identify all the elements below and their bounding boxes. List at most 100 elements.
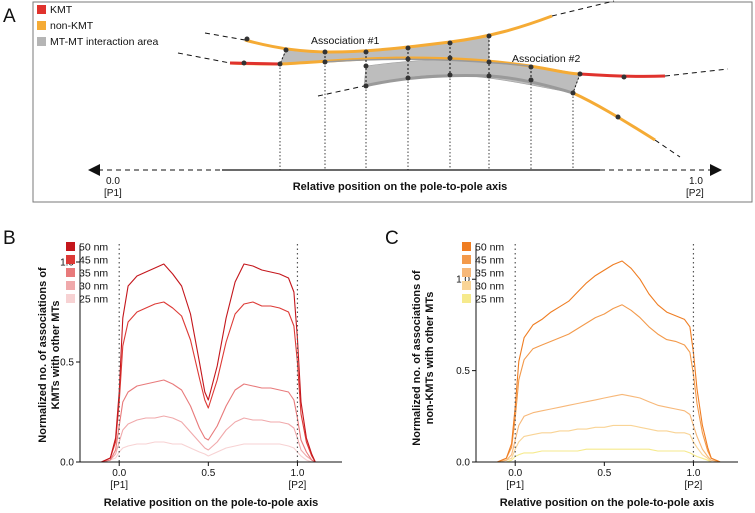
legend-label: 45 nm — [475, 255, 504, 267]
legend-swatch — [462, 242, 471, 251]
point — [405, 75, 411, 81]
association-points — [241, 33, 627, 120]
mt-extension-lower-right — [654, 139, 681, 158]
legend-swatch — [462, 255, 471, 264]
chart-c-ylabel-line-1: Normalized no. of associations of — [411, 270, 423, 446]
mt-extension-lower-left — [317, 85, 365, 97]
point — [363, 63, 369, 69]
non-kmt-top — [244, 14, 553, 54]
legend-swatch-interaction-area — [37, 37, 46, 46]
series-line-30-nm — [83, 415, 316, 463]
association-1-label: Association #1 — [311, 35, 379, 47]
pole-axis-title: Relative position on the pole-to-pole ax… — [293, 181, 508, 193]
legend-label: 30 nm — [79, 281, 108, 293]
legend-label-kmt: KMT — [50, 4, 73, 16]
axis-projections — [279, 62, 574, 170]
legend-label: 45 nm — [79, 255, 108, 267]
legend-swatch — [66, 294, 75, 303]
panel-a-frame — [32, 1, 753, 203]
series-line-25-nm — [479, 448, 721, 463]
point — [283, 47, 289, 53]
pole-axis-right-pole: [P2] — [686, 188, 704, 199]
x-tick-sublabel: [P2] — [289, 480, 307, 491]
legend-swatch — [66, 268, 75, 277]
point — [621, 74, 627, 80]
panel-a: A — [3, 0, 753, 203]
series-line-30-nm — [479, 424, 721, 463]
x-tick-label: 1.0 — [290, 468, 304, 479]
chart-c-pole-lines — [514, 244, 695, 462]
x-tick-sublabel: [P2] — [685, 480, 703, 491]
series-line-25-nm — [83, 441, 316, 463]
panel-a-letter: A — [3, 6, 16, 27]
chart-c-xlabel: Relative position on the pole-to-pole ax… — [500, 497, 715, 509]
non-kmt-lower-right — [572, 91, 656, 142]
point — [528, 77, 534, 83]
legend-swatch — [66, 281, 75, 290]
legend-label: 35 nm — [475, 268, 504, 280]
legend-swatch — [66, 242, 75, 251]
legend-label: 50 nm — [79, 242, 108, 254]
series-line-50-nm — [479, 260, 721, 463]
y-tick-label: 0.5 — [456, 366, 470, 377]
series-line-45-nm — [83, 301, 316, 463]
chart-c-series — [479, 260, 721, 463]
pole-axis: 0.0 [P1] 1.0 [P2] Relative position on t… — [88, 164, 722, 199]
legend-swatch — [462, 281, 471, 290]
point — [577, 71, 583, 77]
legend-label: 30 nm — [475, 281, 504, 293]
y-tick-label: 1.0 — [456, 275, 470, 286]
mt-extension-kmt-left — [177, 52, 231, 64]
legend-label: 25 nm — [475, 294, 504, 306]
kmt-mid-segment — [324, 58, 531, 67]
legend-swatch — [66, 255, 75, 264]
chart-c-ylabel-line-2: non-KMTs with other MTs — [424, 292, 436, 425]
point — [447, 55, 453, 61]
legend-swatch-kmt — [37, 5, 46, 14]
x-tick-sublabel: [P1] — [110, 480, 128, 491]
legend-swatch — [462, 294, 471, 303]
association-2-label: Association #2 — [512, 53, 580, 65]
arrow-right-icon — [710, 164, 722, 176]
x-tick-label: 0.5 — [201, 468, 215, 479]
point — [447, 72, 453, 78]
point — [322, 59, 328, 65]
panel-a-legend: KMT non-KMT MT-MT interaction area — [37, 4, 159, 48]
point — [363, 49, 369, 55]
legend-label: 25 nm — [79, 294, 108, 306]
x-tick-label: 1.0 — [686, 468, 700, 479]
point — [486, 59, 492, 65]
chart-b-series — [83, 263, 316, 463]
point — [322, 49, 328, 55]
point — [615, 114, 621, 120]
point — [486, 33, 492, 39]
series-line-45-nm — [479, 304, 721, 463]
panel-c-letter: C — [385, 228, 399, 249]
point — [447, 40, 453, 46]
legend-label-interaction-area: MT-MT interaction area — [50, 36, 159, 48]
y-tick-label: 0.5 — [60, 358, 74, 369]
point — [244, 36, 250, 42]
mt-extension-kmt-right — [664, 68, 729, 77]
chart-b-pole-lines — [118, 244, 299, 462]
x-tick-label: 0.5 — [597, 468, 611, 479]
x-tick-label: 0.0 — [508, 468, 522, 479]
panel-b-letter: B — [3, 228, 16, 249]
connector-1 — [279, 49, 287, 65]
point — [570, 90, 576, 96]
legend-label-non-kmt: non-KMT — [50, 20, 94, 32]
y-tick-label: 0.0 — [60, 458, 74, 469]
series-line-50-nm — [83, 263, 316, 463]
point — [528, 64, 534, 70]
y-tick-label: 0.0 — [456, 458, 470, 469]
point — [277, 61, 283, 67]
connector-8 — [572, 73, 581, 94]
series-line-35-nm — [83, 379, 316, 463]
x-tick-sublabel: [P1] — [506, 480, 524, 491]
point — [405, 45, 411, 51]
mt-extension-top-right — [551, 0, 615, 17]
